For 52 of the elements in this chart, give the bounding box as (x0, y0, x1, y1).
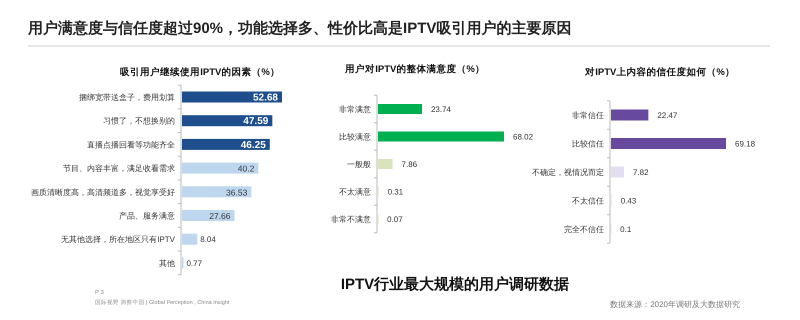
data-label: 40.2 (238, 164, 255, 174)
bar (182, 234, 198, 245)
y-tick-label: 产品、服务满意 (119, 212, 175, 220)
y-tick-label: 直播点播回看等功能齐全 (87, 140, 175, 150)
data-label: 69.18 (735, 140, 756, 148)
data-label: 46.25 (240, 140, 266, 151)
bar (611, 138, 726, 149)
data-label: 27.66 (209, 211, 231, 221)
y-tick-label: 非常满意 (339, 105, 371, 114)
data-label: 23.74 (430, 105, 452, 114)
y-tick-label: 非常信任 (572, 111, 604, 120)
y-tick-label: 捆绑宽带送盒子，费用划算 (79, 93, 175, 102)
y-tick-label: 非常不满意 (331, 215, 371, 224)
source-note: 数据来源：2020年调研及大数据研究 (610, 300, 740, 309)
bar (611, 110, 648, 120)
data-label: 47.59 (243, 116, 269, 128)
y-tick-label: 不太信任 (572, 196, 604, 206)
bar (182, 115, 272, 126)
data-label: 52.68 (252, 92, 278, 104)
data-label: 7.82 (633, 168, 650, 177)
data-label: 0.43 (620, 196, 637, 206)
chart-title: 用户对IPTV的整体满意度（%） (344, 63, 485, 75)
data-label: 0.07 (387, 215, 404, 224)
data-label: 22.47 (657, 111, 678, 120)
bar (182, 186, 252, 198)
y-tick-label: 其他 (159, 258, 175, 268)
data-label: 0.31 (388, 188, 404, 196)
y-tick-label: 画质清晰度高，高清频道多，视觉享受好 (31, 188, 175, 197)
bar (378, 132, 504, 142)
bar (611, 166, 624, 178)
bar (182, 162, 258, 174)
y-tick-label: 习惯了，不想换别的 (103, 116, 175, 126)
y-tick-label: 节目、内容丰富，满足收看需求 (63, 164, 175, 174)
y-tick-label: 完全不信任 (564, 225, 604, 234)
y-tick-label: 不确定，视情况而定 (532, 168, 604, 177)
y-tick-label: 比较信任 (572, 140, 604, 148)
data-label: 7.86 (402, 160, 418, 169)
data-label: 0.1 (620, 225, 632, 234)
data-label: 36.53 (226, 187, 248, 198)
y-tick-label: 不太满意 (339, 188, 371, 196)
data-label: 0.77 (186, 258, 203, 268)
data-label: 68.02 (513, 132, 534, 142)
bar (378, 159, 393, 169)
y-tick-label: 一般般 (347, 160, 371, 169)
bar (378, 104, 422, 114)
y-tick-label: 比较满意 (339, 132, 371, 142)
text: 用户满意度与信任度超过90%，功能选择多、性价比高是IPTV吸引用户的主要原因 (27, 19, 572, 37)
data-label: 8.04 (200, 235, 216, 244)
chart-title: 吸引用户继续使用IPTV的因素（%） (120, 66, 280, 78)
text: IPTV行业最大规模的用户调研数据 (340, 275, 570, 293)
y-tick-label: 无其他选择，所在地区只有IPTV (61, 235, 176, 244)
chart-title: 对IPTV上内容的信任度如何（%） (584, 66, 735, 78)
